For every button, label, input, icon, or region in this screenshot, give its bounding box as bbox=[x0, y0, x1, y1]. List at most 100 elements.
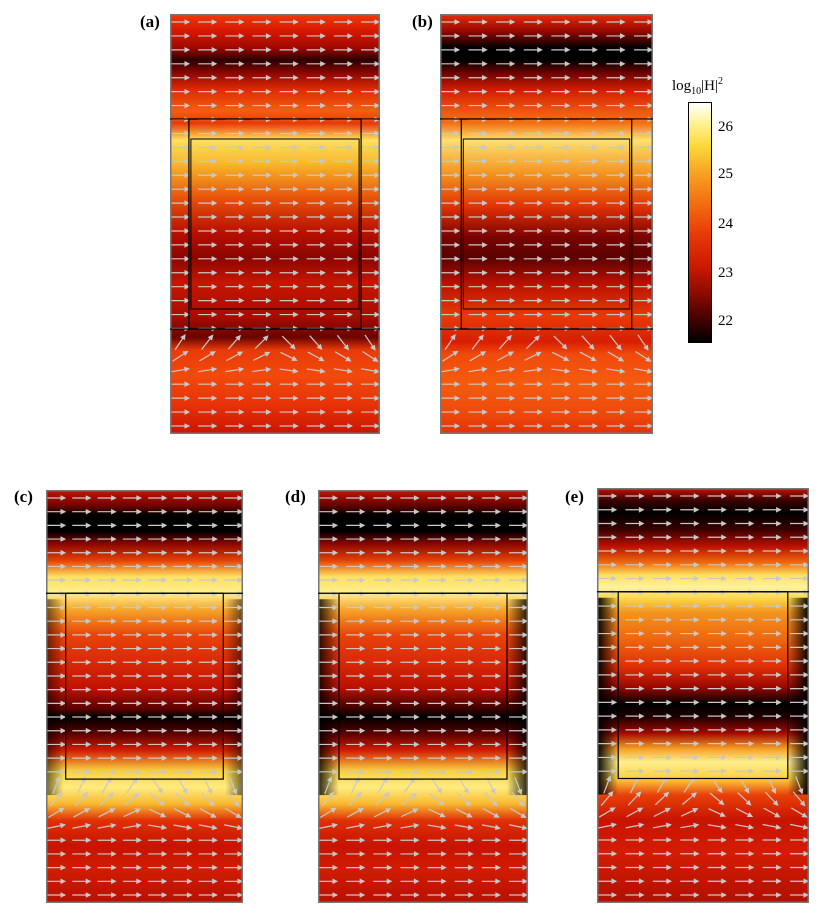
field-arrow-head bbox=[183, 800, 190, 807]
field-arrow-head bbox=[611, 575, 618, 582]
field-arrow-head bbox=[293, 200, 299, 206]
field-arrow-head bbox=[638, 493, 645, 499]
field-arrow-head bbox=[482, 256, 488, 262]
field-arrow-head bbox=[183, 366, 190, 373]
field-arrow-head bbox=[801, 812, 808, 818]
field-arrow-head bbox=[359, 714, 366, 720]
field-arrow-head bbox=[85, 741, 92, 748]
field-arrow-head bbox=[509, 88, 516, 95]
field-arrow-head bbox=[592, 186, 598, 192]
field-arrow-head bbox=[211, 395, 218, 401]
field-arrow-head bbox=[374, 395, 380, 401]
field-arrow-head bbox=[693, 740, 700, 747]
field-arrow-head bbox=[184, 395, 191, 401]
field-arrow-head bbox=[509, 130, 516, 137]
field-arrow-head bbox=[509, 409, 516, 415]
field-arrow-head bbox=[693, 822, 700, 829]
field-arrow-head bbox=[719, 811, 726, 817]
field-arrow-head bbox=[468, 536, 474, 542]
field-arrow-head bbox=[413, 823, 420, 829]
field-arrow-head bbox=[478, 334, 484, 341]
field-arrow-head bbox=[161, 536, 168, 542]
field-arrow-head bbox=[208, 800, 215, 807]
field-arrow-head bbox=[386, 741, 393, 748]
field-arrow-head bbox=[592, 19, 598, 25]
field-arrow-head bbox=[803, 617, 809, 623]
field-arrow-head bbox=[161, 768, 168, 775]
field-arrow-head bbox=[721, 658, 727, 664]
field-arrow-head bbox=[347, 311, 353, 318]
field-arrow-head bbox=[799, 800, 806, 807]
intensity-map bbox=[597, 488, 809, 903]
field-arrow-head bbox=[666, 520, 672, 527]
field-arrow-head bbox=[161, 851, 168, 857]
field-arrow-head bbox=[537, 60, 543, 67]
field-arrow-head bbox=[211, 228, 218, 234]
field-arrow-head bbox=[522, 727, 528, 734]
colorbar-tick-23: 23 bbox=[718, 265, 733, 281]
field-arrow-head bbox=[85, 549, 92, 556]
field-arrow-head bbox=[647, 242, 653, 248]
field-arrow-head bbox=[238, 88, 245, 95]
field-arrow-head bbox=[619, 74, 626, 81]
field-arrow-head bbox=[748, 644, 755, 651]
field-arrow-head bbox=[238, 33, 245, 39]
field-arrow-head bbox=[238, 144, 245, 151]
field-arrow-head bbox=[748, 850, 755, 857]
field-arrow-head bbox=[592, 228, 598, 234]
field-arrow-head bbox=[468, 495, 474, 501]
field-arrow-head bbox=[374, 60, 380, 67]
field-arrow-head bbox=[666, 506, 672, 513]
field-arrow-head bbox=[564, 423, 571, 429]
field-arrow-head bbox=[320, 228, 326, 234]
field-arrow-head bbox=[111, 632, 117, 638]
field-arrow-head bbox=[60, 632, 67, 638]
field-arrow-head bbox=[776, 892, 782, 898]
field-arrow-head bbox=[212, 645, 218, 652]
field-arrow-head bbox=[265, 311, 272, 318]
field-arrow-head bbox=[265, 33, 272, 39]
field-arrow-head bbox=[238, 242, 245, 248]
field-arrow-head bbox=[184, 102, 191, 109]
field-arrow-head bbox=[212, 549, 218, 556]
field-arrow-head bbox=[136, 727, 142, 734]
field-arrow-head bbox=[592, 269, 598, 276]
field-arrows bbox=[441, 19, 653, 429]
field-arrow-head bbox=[186, 714, 193, 720]
field-arrow-head bbox=[212, 563, 218, 570]
field-arrow-head bbox=[611, 617, 618, 623]
field-arrow-head bbox=[186, 768, 193, 775]
panel-label-b: (b) bbox=[412, 12, 433, 31]
field-arrow-head bbox=[332, 755, 339, 761]
field-arrow-head bbox=[666, 768, 672, 774]
field-arrow-head bbox=[522, 618, 528, 625]
field-arrow-head bbox=[332, 549, 339, 556]
field-arrow-head bbox=[413, 659, 420, 666]
field-arrow-head bbox=[413, 864, 420, 871]
field-arrow-head bbox=[293, 33, 299, 39]
field-arrow-head bbox=[803, 534, 809, 541]
field-arrow-head bbox=[454, 130, 461, 137]
field-arrow-head bbox=[468, 563, 474, 570]
field-arrow-head bbox=[293, 74, 299, 81]
field-arrow-head bbox=[386, 549, 393, 556]
field-arrow-head bbox=[326, 776, 333, 783]
field-arrow-head bbox=[564, 102, 571, 109]
field-arrow-head bbox=[592, 102, 598, 109]
field-arrow-head bbox=[212, 659, 218, 666]
field-arrow-head bbox=[237, 536, 243, 542]
field-arrow-head bbox=[509, 366, 516, 373]
field-arrow-head bbox=[693, 685, 700, 692]
field-arrow-head bbox=[495, 536, 501, 542]
field-arrow-head bbox=[468, 755, 474, 761]
field-arrow-head bbox=[638, 768, 645, 774]
field-arrow-head bbox=[666, 892, 672, 898]
field-arrow-head bbox=[347, 381, 353, 388]
field-arrow-head bbox=[58, 807, 65, 813]
field-arrow-head bbox=[207, 334, 214, 341]
panel-frame bbox=[597, 488, 809, 903]
panel-frame bbox=[46, 490, 243, 903]
field-arrow-head bbox=[265, 144, 272, 151]
field-arrow-head bbox=[592, 33, 598, 39]
field-arrow-head bbox=[184, 381, 191, 388]
